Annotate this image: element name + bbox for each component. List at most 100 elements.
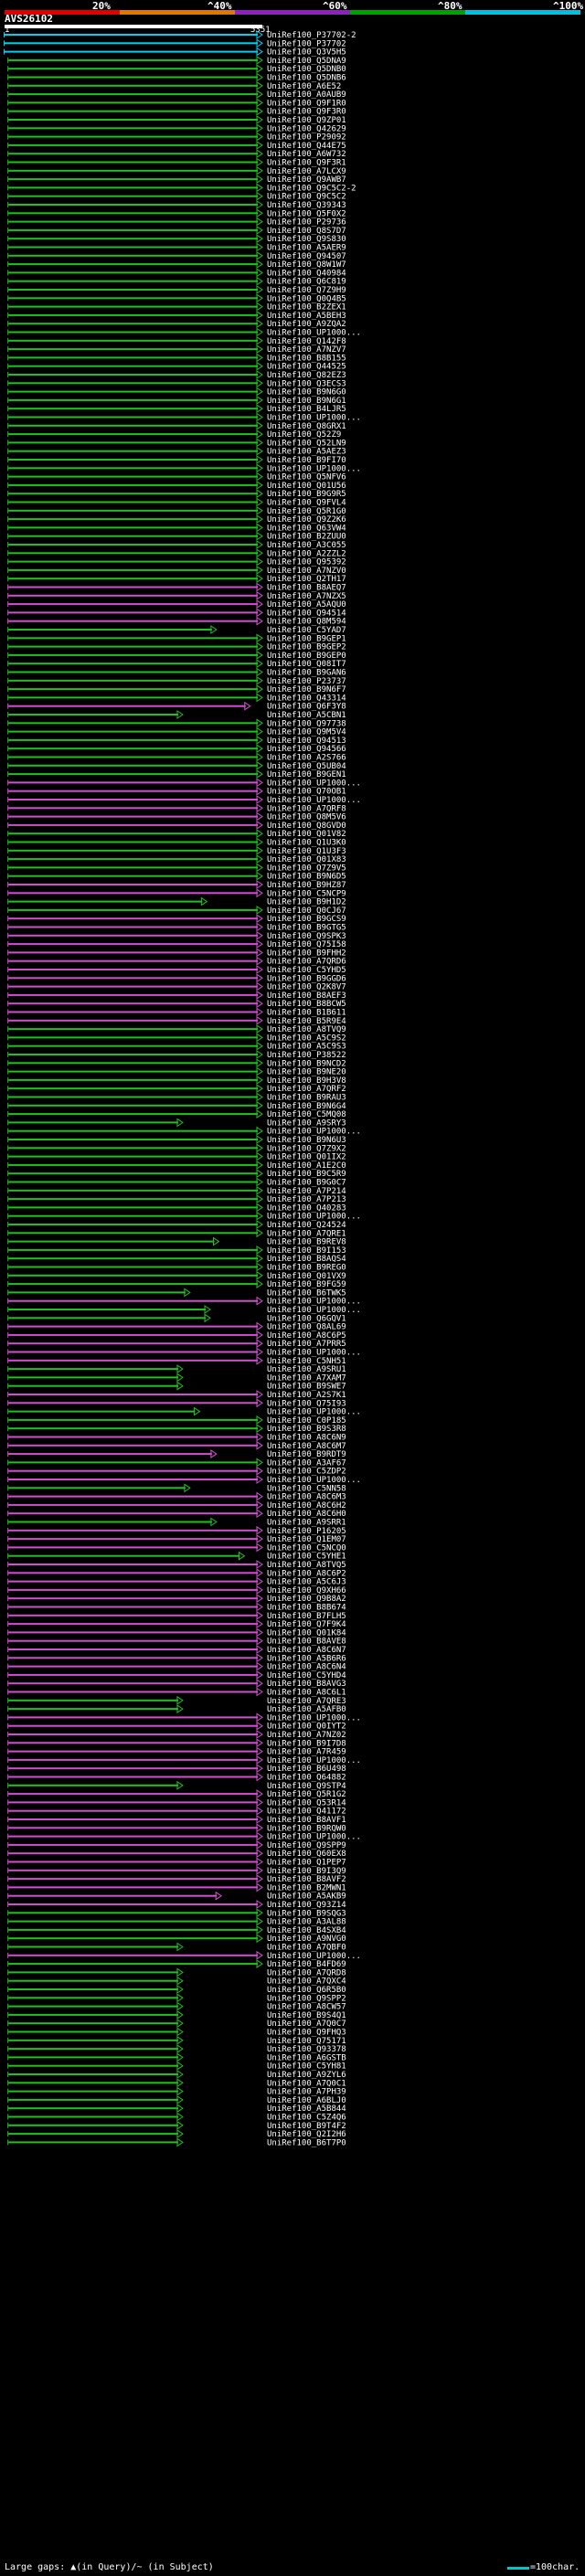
hit-row[interactable]: UniRef100_Q3V5H5 bbox=[4, 47, 346, 58]
hit-row[interactable]: UniRef100_B9S3R8 bbox=[7, 1424, 346, 1434]
hit-row[interactable]: UniRef100_P23737 bbox=[7, 675, 346, 686]
hit-row[interactable]: UniRef100_A9ZQA2 bbox=[7, 319, 346, 329]
hit-row[interactable]: UniRef100_UP1000... bbox=[7, 795, 361, 805]
hit-row[interactable]: UniRef100_Q5NFV6 bbox=[7, 472, 346, 482]
hit-row[interactable]: UniRef100_Q70OB1 bbox=[7, 786, 346, 797]
hit-row[interactable]: UniRef100_B7FLH5 bbox=[7, 1610, 346, 1621]
hit-row[interactable]: UniRef100_A8C6M3 bbox=[7, 1491, 346, 1502]
hit-row[interactable]: UniRef100_Q94566 bbox=[7, 744, 346, 754]
hit-row[interactable]: UniRef100_A8TVQ5 bbox=[7, 1560, 346, 1570]
hit-row[interactable]: UniRef100_Q7Z9H9 bbox=[7, 285, 346, 295]
hit-row[interactable]: UniRef100_B9GEP1 bbox=[7, 633, 346, 643]
hit-row[interactable]: UniRef100_B9G0C7 bbox=[7, 1177, 346, 1188]
hit-row[interactable]: UniRef100_Q7F9K4 bbox=[7, 1619, 346, 1629]
hit-row[interactable]: UniRef100_C5Z4Q6 bbox=[7, 2112, 346, 2123]
hit-row[interactable]: UniRef100_Q9C5C2-2 bbox=[7, 183, 356, 193]
hit-row[interactable]: UniRef100_UP1000... bbox=[7, 1475, 361, 1485]
hit-row[interactable]: UniRef100_Q75171 bbox=[7, 2035, 346, 2046]
hit-row[interactable]: UniRef100_B9REV8 bbox=[7, 1236, 346, 1247]
hit-row[interactable]: UniRef100_B8BCW5 bbox=[7, 999, 346, 1009]
hit-row[interactable]: UniRef100_B9SQG3 bbox=[7, 1908, 346, 1918]
hit-row[interactable]: UniRef100_A7R459 bbox=[7, 1746, 346, 1757]
hit-row[interactable]: UniRef100_Q41172 bbox=[7, 1806, 346, 1817]
hit-row[interactable]: UniRef100_Q75I58 bbox=[7, 939, 346, 949]
hit-row[interactable]: UniRef100_Q9AWB7 bbox=[7, 175, 346, 185]
hit-row[interactable]: UniRef100_A7QXC4 bbox=[7, 1976, 346, 1987]
hit-row[interactable]: UniRef100_A7NZV0 bbox=[7, 565, 346, 576]
hit-row[interactable]: UniRef100_Q40283 bbox=[7, 1203, 346, 1213]
hit-row[interactable]: UniRef100_Q01V82 bbox=[7, 829, 346, 839]
hit-row[interactable]: UniRef100_A5C9S2 bbox=[7, 1033, 346, 1043]
hit-row[interactable]: UniRef100_Q9F1R0 bbox=[7, 98, 346, 108]
hit-row[interactable]: UniRef100_Q0CJ67 bbox=[7, 905, 346, 916]
hit-row[interactable]: UniRef100_B9H1D2 bbox=[7, 896, 346, 907]
hit-row[interactable]: UniRef100_P16205 bbox=[7, 1525, 346, 1536]
hit-row[interactable]: UniRef100_A7QBF0 bbox=[7, 1942, 346, 1953]
hit-row[interactable]: UniRef100_B9GGD6 bbox=[7, 973, 346, 983]
hit-row[interactable]: UniRef100_Q8M594 bbox=[7, 616, 346, 627]
hit-row[interactable]: UniRef100_B9RQW0 bbox=[7, 1823, 346, 1833]
hit-row[interactable]: UniRef100_B8AEF3 bbox=[7, 990, 346, 1001]
hit-row[interactable]: UniRef100_C5MQ08 bbox=[7, 1109, 346, 1119]
hit-row[interactable]: UniRef100_Q9S830 bbox=[7, 234, 346, 244]
hit-row[interactable]: UniRef100_A6E52 bbox=[7, 80, 341, 91]
hit-row[interactable]: UniRef100_B2MWN1 bbox=[7, 1882, 346, 1892]
hit-row[interactable]: UniRef100_UP1000... bbox=[7, 778, 361, 788]
hit-row[interactable]: UniRef100_A9NVG0 bbox=[7, 1934, 346, 1944]
hit-row[interactable]: UniRef100_B9G9R5 bbox=[7, 489, 346, 499]
hit-row[interactable]: UniRef100_Q93378 bbox=[7, 2044, 346, 2054]
hit-row[interactable]: UniRef100_B9C5R9 bbox=[7, 1169, 346, 1179]
hit-row[interactable]: UniRef100_Q5UB04 bbox=[7, 760, 346, 771]
hit-row[interactable]: UniRef100_A7P214 bbox=[7, 1185, 346, 1196]
hit-row[interactable]: UniRef100_A7QRE1 bbox=[7, 1228, 346, 1238]
hit-row[interactable]: UniRef100_B8AEQ7 bbox=[7, 582, 346, 593]
hit-row[interactable]: UniRef100_Q9SPP9 bbox=[7, 1839, 346, 1850]
hit-row[interactable]: UniRef100_A0AUB9 bbox=[7, 90, 346, 100]
hit-row[interactable]: UniRef100_UP1000... bbox=[7, 1406, 361, 1417]
hit-row[interactable]: UniRef100_B9N6F7 bbox=[7, 684, 346, 694]
hit-row[interactable]: UniRef100_Q9M5V4 bbox=[7, 726, 346, 737]
hit-row[interactable]: UniRef100_Q52LN9 bbox=[7, 438, 346, 448]
hit-row[interactable]: UniRef100_A9SRY3 bbox=[7, 1118, 346, 1128]
hit-row[interactable]: UniRef100_Q5DNA9 bbox=[7, 55, 346, 66]
hit-row[interactable]: UniRef100_Q01VX9 bbox=[7, 1270, 346, 1281]
hit-row[interactable]: UniRef100_B9HZ87 bbox=[7, 880, 346, 890]
hit-row[interactable]: UniRef100_B6T7P0 bbox=[7, 2137, 346, 2147]
hit-row[interactable]: UniRef100_B9GAN6 bbox=[7, 667, 346, 678]
hit-row[interactable]: UniRef100_P29736 bbox=[7, 217, 346, 228]
hit-row[interactable]: UniRef100_A7P213 bbox=[7, 1194, 346, 1204]
hit-row[interactable]: UniRef100_Q01U56 bbox=[7, 480, 346, 491]
hit-row[interactable]: UniRef100_A7QRD8 bbox=[7, 1967, 346, 1977]
hit-row[interactable]: UniRef100_UP1000... bbox=[7, 1831, 361, 1842]
hit-row[interactable]: UniRef100_A8CW57 bbox=[7, 2001, 346, 2012]
hit-row[interactable]: UniRef100_Q5DNB0 bbox=[7, 64, 346, 74]
hit-row[interactable]: UniRef100_A9SRR1 bbox=[7, 1517, 346, 1528]
hit-row[interactable]: UniRef100_B6TWK5 bbox=[7, 1288, 346, 1298]
hit-row[interactable]: UniRef100_B9RAU3 bbox=[7, 1092, 346, 1103]
hit-row[interactable]: UniRef100_UP1000... bbox=[7, 1126, 361, 1137]
hit-row[interactable]: UniRef100_A1E2C0 bbox=[7, 1160, 346, 1171]
hit-row[interactable]: UniRef100_Q1U3K0 bbox=[7, 837, 346, 848]
hit-row[interactable]: UniRef100_Q63VW4 bbox=[7, 523, 346, 533]
hit-row[interactable]: UniRef100_C5YH81 bbox=[7, 2061, 346, 2072]
hit-row[interactable]: UniRef100_A8C6N4 bbox=[7, 1661, 346, 1672]
hit-row[interactable]: UniRef100_A8C6P2 bbox=[7, 1568, 346, 1578]
hit-row[interactable]: UniRef100_B2ZUU0 bbox=[7, 531, 346, 542]
hit-row[interactable]: UniRef100_A9SRU1 bbox=[7, 1364, 346, 1374]
hit-row[interactable]: UniRef100_Q24524 bbox=[7, 1220, 346, 1230]
hit-row[interactable]: UniRef100_B9I3Q9 bbox=[7, 1865, 346, 1876]
hit-row[interactable]: UniRef100_A8TVQ9 bbox=[7, 1024, 346, 1034]
hit-row[interactable]: UniRef100_Q9SPK3 bbox=[7, 930, 346, 941]
hit-row[interactable]: UniRef100_A5C6J3 bbox=[7, 1576, 346, 1587]
hit-row[interactable]: UniRef100_Q3ECS3 bbox=[7, 378, 346, 388]
hit-row[interactable]: UniRef100_C5NN58 bbox=[7, 1483, 346, 1493]
hit-row[interactable]: UniRef100_A7NZ02 bbox=[7, 1730, 346, 1740]
hit-row[interactable]: UniRef100_Q1EM07 bbox=[7, 1534, 346, 1544]
hit-row[interactable]: UniRef100_B1B611 bbox=[7, 1007, 346, 1018]
hit-row[interactable]: UniRef100_UP1000... bbox=[7, 1305, 361, 1315]
hit-row[interactable]: UniRef100_A5B6R6 bbox=[7, 1653, 346, 1663]
hit-row[interactable]: UniRef100_A6BLJ0 bbox=[7, 2094, 346, 2105]
hit-row[interactable]: UniRef100_B9S4Q1 bbox=[7, 2009, 346, 2020]
hit-row[interactable]: UniRef100_A8C6M7 bbox=[7, 1440, 346, 1451]
hit-row[interactable]: UniRef100_Q2I2H6 bbox=[7, 2129, 346, 2139]
